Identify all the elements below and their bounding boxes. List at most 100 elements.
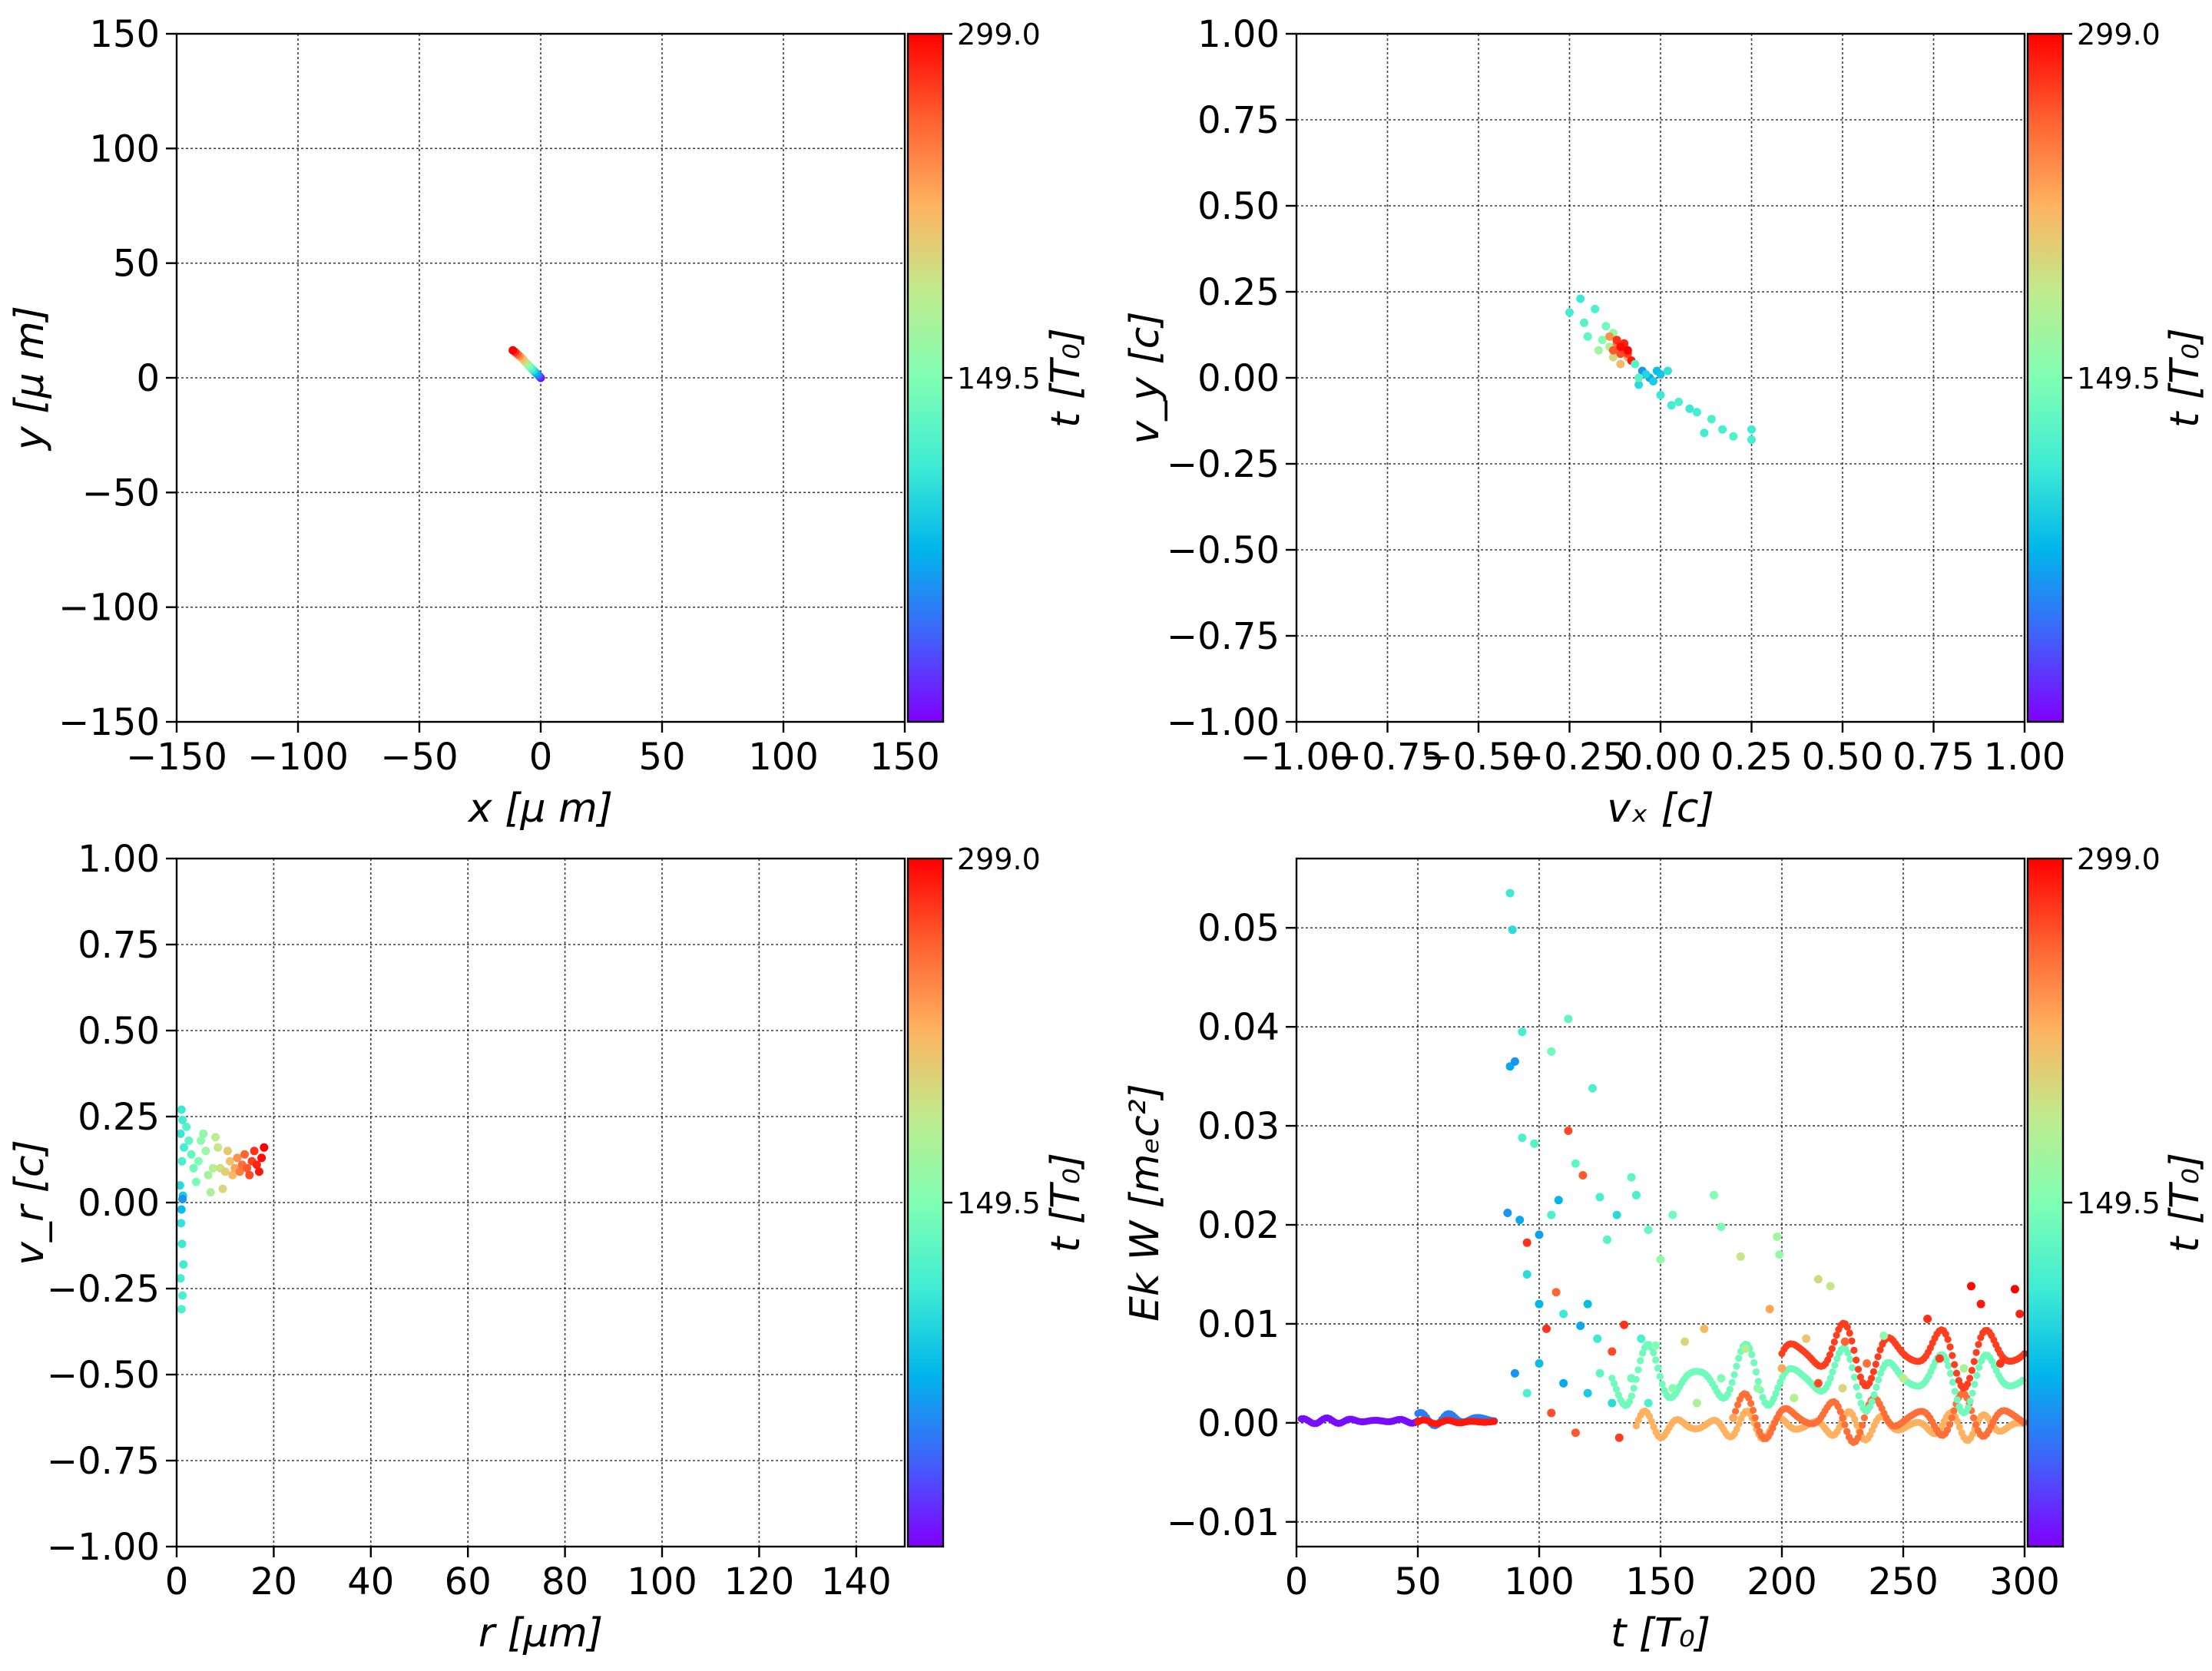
data-point [1608, 1347, 1617, 1356]
data-point [184, 1136, 194, 1145]
curve-point [1850, 1373, 1859, 1381]
curve-point [1854, 1434, 1862, 1442]
data-point [240, 1150, 249, 1159]
curve-point [1953, 1396, 1961, 1404]
curve-point [1634, 1366, 1642, 1374]
curve-point [1853, 1356, 1860, 1364]
data-point [1641, 370, 1651, 379]
curve-point [1873, 1383, 1880, 1391]
y-tick-label: −0.75 [47, 1440, 160, 1483]
x-tick-label: 0 [165, 1560, 189, 1603]
data-point [1627, 1173, 1636, 1182]
curve-point [1846, 1329, 1853, 1337]
axis-label: y [μ m] [7, 306, 53, 452]
colorbar-tick-label: 149.5 [2077, 362, 2161, 395]
colorbar [2028, 34, 2063, 722]
curve-point [1726, 1385, 1734, 1393]
curve-point [1869, 1368, 1877, 1375]
data-point [1614, 1433, 1624, 1442]
data-point [1620, 1320, 1629, 1329]
data-point [1616, 349, 1625, 359]
axis-label: v_y [c] [1122, 311, 1168, 444]
curve-point [1836, 1408, 1844, 1415]
curve-point [1632, 1422, 1640, 1430]
data-point [1656, 1255, 1665, 1264]
curve-point [1971, 1381, 1979, 1388]
data-point [1631, 359, 1640, 369]
curve-point [1828, 1345, 1836, 1352]
data-point [235, 1167, 244, 1176]
x-tick-label: 0 [529, 736, 553, 779]
curve-point [1826, 1375, 1834, 1382]
curve-point [1652, 1356, 1660, 1364]
curve-point [1966, 1375, 1974, 1382]
curve-point [1950, 1407, 1958, 1415]
x-tick-label: −100 [247, 736, 349, 779]
curve-point [1944, 1335, 1952, 1343]
curve-point [1964, 1404, 1972, 1411]
curve-point [1854, 1365, 1863, 1373]
data-point [1522, 1238, 1532, 1247]
curve-point [1846, 1355, 1854, 1363]
panel-rvr: 0 20 40 60 80 100 120 140 −1.00 −0.75 −0.50 −0.25 0.… [7, 838, 1089, 1656]
data-point [250, 1147, 259, 1156]
curve-point [1875, 1376, 1883, 1384]
y-tick-label: 50 [113, 243, 160, 286]
curve-point [1752, 1368, 1760, 1376]
data-point [1707, 415, 1716, 424]
data-point [1559, 1309, 1568, 1319]
data-point [182, 1122, 191, 1131]
data-point [1583, 1388, 1592, 1398]
x-tick-label: 50 [638, 736, 685, 779]
data-point [243, 1163, 252, 1173]
data-point [1505, 888, 1515, 898]
colorbar-tick-label: 299.0 [957, 18, 1041, 51]
y-tick-label: 0 [136, 357, 160, 400]
data-point [1576, 294, 1585, 303]
data-point [1559, 1378, 1568, 1388]
curve-point [1855, 1392, 1863, 1400]
data-point [177, 1156, 187, 1166]
data-point [1571, 1428, 1580, 1438]
data-point [1718, 425, 1727, 434]
curve-point [1730, 1371, 1738, 1378]
data-point [223, 1147, 232, 1156]
x-tick-label: 80 [541, 1560, 588, 1603]
data-point [1612, 336, 1621, 345]
data-point [1631, 1190, 1641, 1199]
data-point [177, 1239, 187, 1249]
colorbar-label: t [T₀] [2162, 1153, 2208, 1252]
data-point [177, 1105, 186, 1114]
x-tick-label: 300 [1989, 1560, 2060, 1603]
data-point [1838, 1384, 1847, 1393]
data-point [1580, 318, 1588, 327]
data-point [1644, 1398, 1653, 1408]
data-point [1674, 397, 1684, 406]
data-point [1608, 346, 1618, 355]
data-point [1813, 1275, 1823, 1284]
data-point [1627, 1374, 1636, 1383]
data-point [1554, 1196, 1563, 1205]
x-tick-label: 1.00 [1984, 736, 2066, 779]
curve-point [1490, 1418, 1498, 1425]
data-point [218, 1184, 227, 1193]
data-point [1591, 304, 1600, 313]
axis-label: vₓ [c] [1607, 786, 1714, 832]
curve-point [1626, 1398, 1634, 1405]
data-point [1741, 1344, 1750, 1353]
y-tick-label: 1.00 [78, 838, 160, 881]
x-tick-label: 200 [1747, 1560, 1817, 1603]
x-tick-label: 0.00 [1620, 736, 1702, 779]
data-point [1551, 1288, 1561, 1297]
data-point [214, 1143, 223, 1152]
data-point [1522, 1270, 1532, 1279]
curve-point [1949, 1352, 1956, 1359]
y-tick-label: 1.00 [1197, 13, 1280, 56]
panel-xy: −150 −100 −50 0 50 100 150 −150 −100 −50 0 50 100 150… [7, 13, 1089, 832]
colorbar-label: t [T₀] [1043, 328, 1089, 428]
data-point [1736, 1252, 1745, 1261]
data-point [1518, 1133, 1527, 1143]
data-point [1747, 425, 1756, 434]
data-point [1667, 401, 1676, 410]
y-tick-label: 0.50 [78, 1010, 160, 1053]
